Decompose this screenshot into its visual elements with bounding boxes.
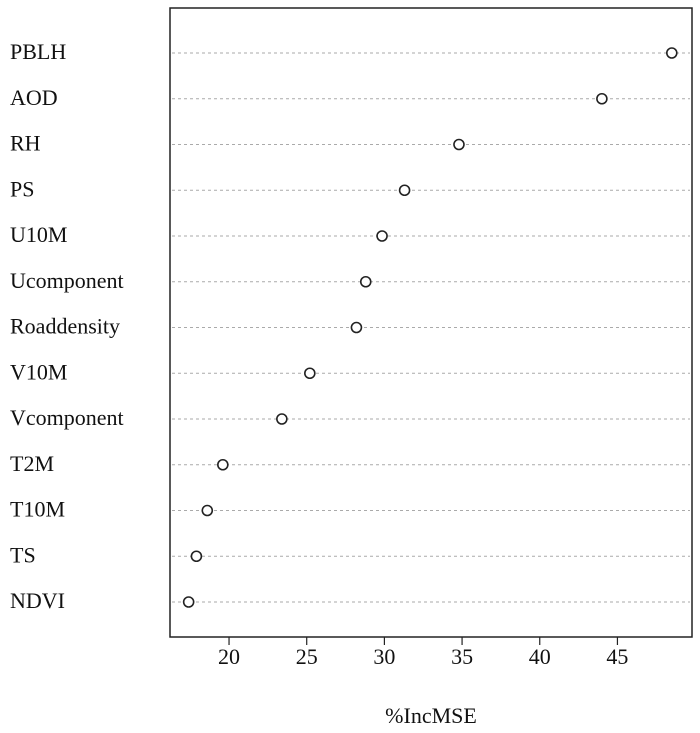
y-category-label: U10M (10, 222, 67, 247)
y-category-label: PBLH (10, 39, 66, 64)
x-tick-label: 35 (451, 644, 473, 669)
dot (359, 275, 372, 288)
y-category-label: Roaddensity (10, 314, 120, 339)
y-category-label: AOD (10, 85, 58, 110)
y-category-label: NDVI (10, 588, 65, 613)
dot (666, 47, 678, 59)
dot (304, 367, 316, 380)
y-category-label: RH (10, 131, 41, 156)
dot (453, 138, 465, 151)
y-category-label: Ucomponent (10, 268, 124, 293)
dot (350, 321, 363, 334)
x-tick-label: 30 (373, 644, 395, 669)
plot-frame (169, 7, 693, 638)
dot (190, 550, 203, 563)
y-category-label: TS (10, 542, 36, 567)
dot (398, 184, 411, 197)
dot (276, 413, 288, 425)
dot (596, 92, 608, 105)
y-category-label: T2M (10, 451, 54, 476)
dot (376, 230, 388, 242)
x-tick-label: 40 (529, 644, 551, 669)
y-category-label: PS (10, 176, 34, 201)
y-category-label: V10M (10, 359, 67, 384)
x-axis-label: %IncMSE (385, 703, 477, 728)
dot (201, 504, 214, 517)
y-category-label: Vcomponent (10, 405, 124, 430)
dot (217, 458, 229, 471)
y-category-label: T10M (10, 497, 65, 522)
dot (182, 596, 195, 608)
x-tick-label: 45 (606, 644, 628, 669)
x-tick-label: 20 (218, 644, 240, 669)
x-tick-label: 25 (296, 644, 318, 669)
